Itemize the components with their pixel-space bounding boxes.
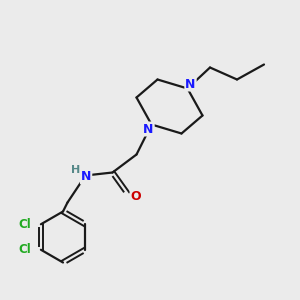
Text: N: N bbox=[143, 122, 154, 136]
Text: Cl: Cl bbox=[18, 243, 31, 256]
Text: N: N bbox=[81, 170, 91, 184]
Text: O: O bbox=[130, 190, 141, 203]
Text: N: N bbox=[185, 77, 196, 91]
Text: H: H bbox=[71, 165, 80, 175]
Text: Cl: Cl bbox=[18, 218, 31, 231]
